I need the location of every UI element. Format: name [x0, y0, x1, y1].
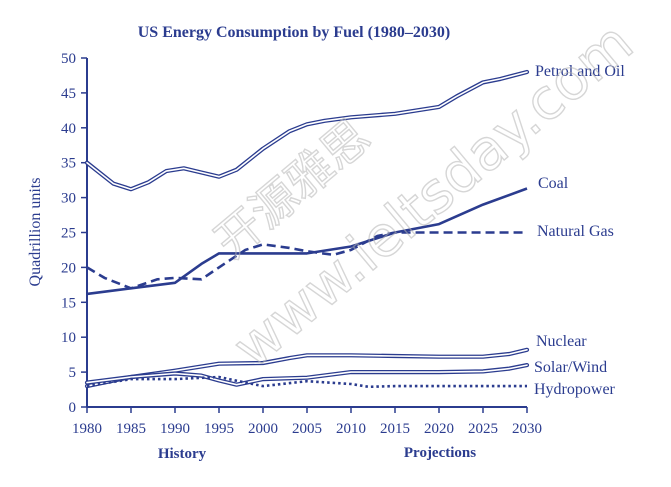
history-label: History	[158, 446, 207, 462]
y-tick-label: 0	[69, 400, 77, 416]
series-line-inner-nuclear	[86, 348, 528, 387]
series-labels: Petrol and Oil Coal Natural Gas Nuclear Sola…	[534, 63, 625, 398]
series-label-hydropower: Hydropower	[534, 381, 616, 398]
x-tick-label: 2020	[424, 421, 454, 437]
x-tick-label: 1980	[72, 421, 102, 437]
y-tick-label: 20	[61, 260, 76, 276]
x-tick-label: 2010	[336, 421, 366, 437]
y-tick-label: 50	[61, 51, 76, 67]
chart-title: US Energy Consumption by Fuel (1980–2030…	[138, 24, 450, 41]
y-axis-label: Quadrillion units	[27, 178, 44, 287]
projections-label: Projections	[404, 445, 476, 461]
series-lines	[84, 69, 530, 389]
series-label-solar-wind: Solar/Wind	[534, 359, 607, 376]
x-tick-label: 2000	[248, 421, 278, 437]
series-label-natural-gas: Natural Gas	[537, 223, 614, 240]
x-tick-label: 2025	[468, 421, 498, 437]
y-tick-label: 35	[61, 156, 76, 172]
y-tick-label: 15	[61, 295, 76, 311]
x-tick-label: 1990	[160, 421, 190, 437]
series-label-nuclear: Nuclear	[536, 333, 587, 350]
series-line-inner-petrol-and-oil	[86, 71, 528, 190]
y-tick-label: 40	[61, 121, 76, 137]
x-tick-label: 2030	[512, 421, 542, 437]
series-line-coal	[86, 187, 528, 296]
y-tick-label: 25	[61, 226, 76, 242]
series-line-hydropower	[86, 375, 527, 389]
x-tick-label: 2005	[292, 421, 322, 437]
series-label-coal: Coal	[538, 175, 569, 192]
series-label-petrol-and-oil: Petrol and Oil	[535, 63, 625, 80]
x-tick-label: 2015	[380, 421, 410, 437]
series-line-natural-gas	[86, 231, 527, 290]
series-line-inner-solar-wind	[86, 364, 528, 386]
y-tick-label: 10	[61, 330, 76, 346]
x-tick-label: 1985	[116, 421, 146, 437]
y-tick-label: 30	[61, 191, 76, 207]
x-tick-label: 1995	[204, 421, 234, 437]
y-tick-label: 5	[69, 365, 77, 381]
y-tick-label: 45	[61, 86, 76, 102]
watermark: 开源雅思 www.ieltsday.com	[204, 9, 646, 381]
